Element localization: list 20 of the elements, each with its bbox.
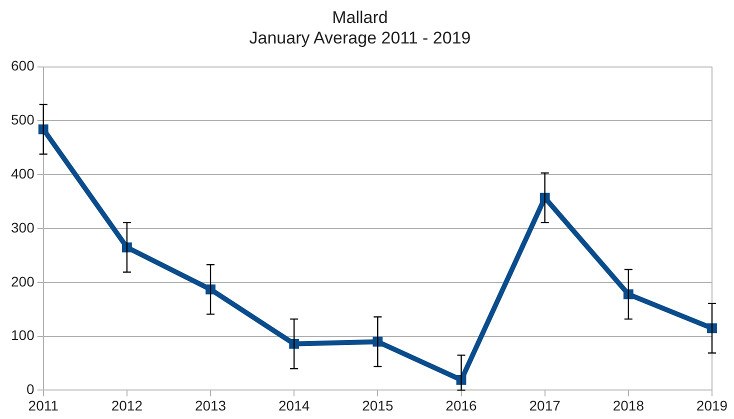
- x-tick-label: 2011: [28, 397, 59, 414]
- x-tick-label: 2015: [362, 397, 394, 414]
- x-tick-label: 2018: [612, 397, 644, 414]
- point: [38, 124, 48, 134]
- x-tick-label: 2016: [446, 397, 478, 414]
- y-tick-label: 400: [11, 165, 35, 182]
- y-tick-label: 500: [11, 112, 35, 128]
- x-tick-label: 2012: [111, 397, 143, 414]
- y-tick-label: 600: [11, 58, 35, 74]
- y-tick-label: 0: [26, 381, 35, 398]
- x-tick-label: 2014: [278, 397, 310, 414]
- x-tick-label: 2019: [696, 397, 728, 414]
- chart-title: Mallard: [332, 8, 388, 27]
- y-tick-label: 200: [11, 273, 35, 290]
- x-tick-label: 2013: [194, 397, 226, 414]
- y-tick-label: 300: [11, 219, 35, 236]
- chart-subtitle: January Average 2011 - 2019: [249, 28, 471, 48]
- x-tick-label: 2017: [529, 397, 561, 414]
- point: [206, 284, 216, 294]
- y-tick-label: 100: [11, 327, 35, 344]
